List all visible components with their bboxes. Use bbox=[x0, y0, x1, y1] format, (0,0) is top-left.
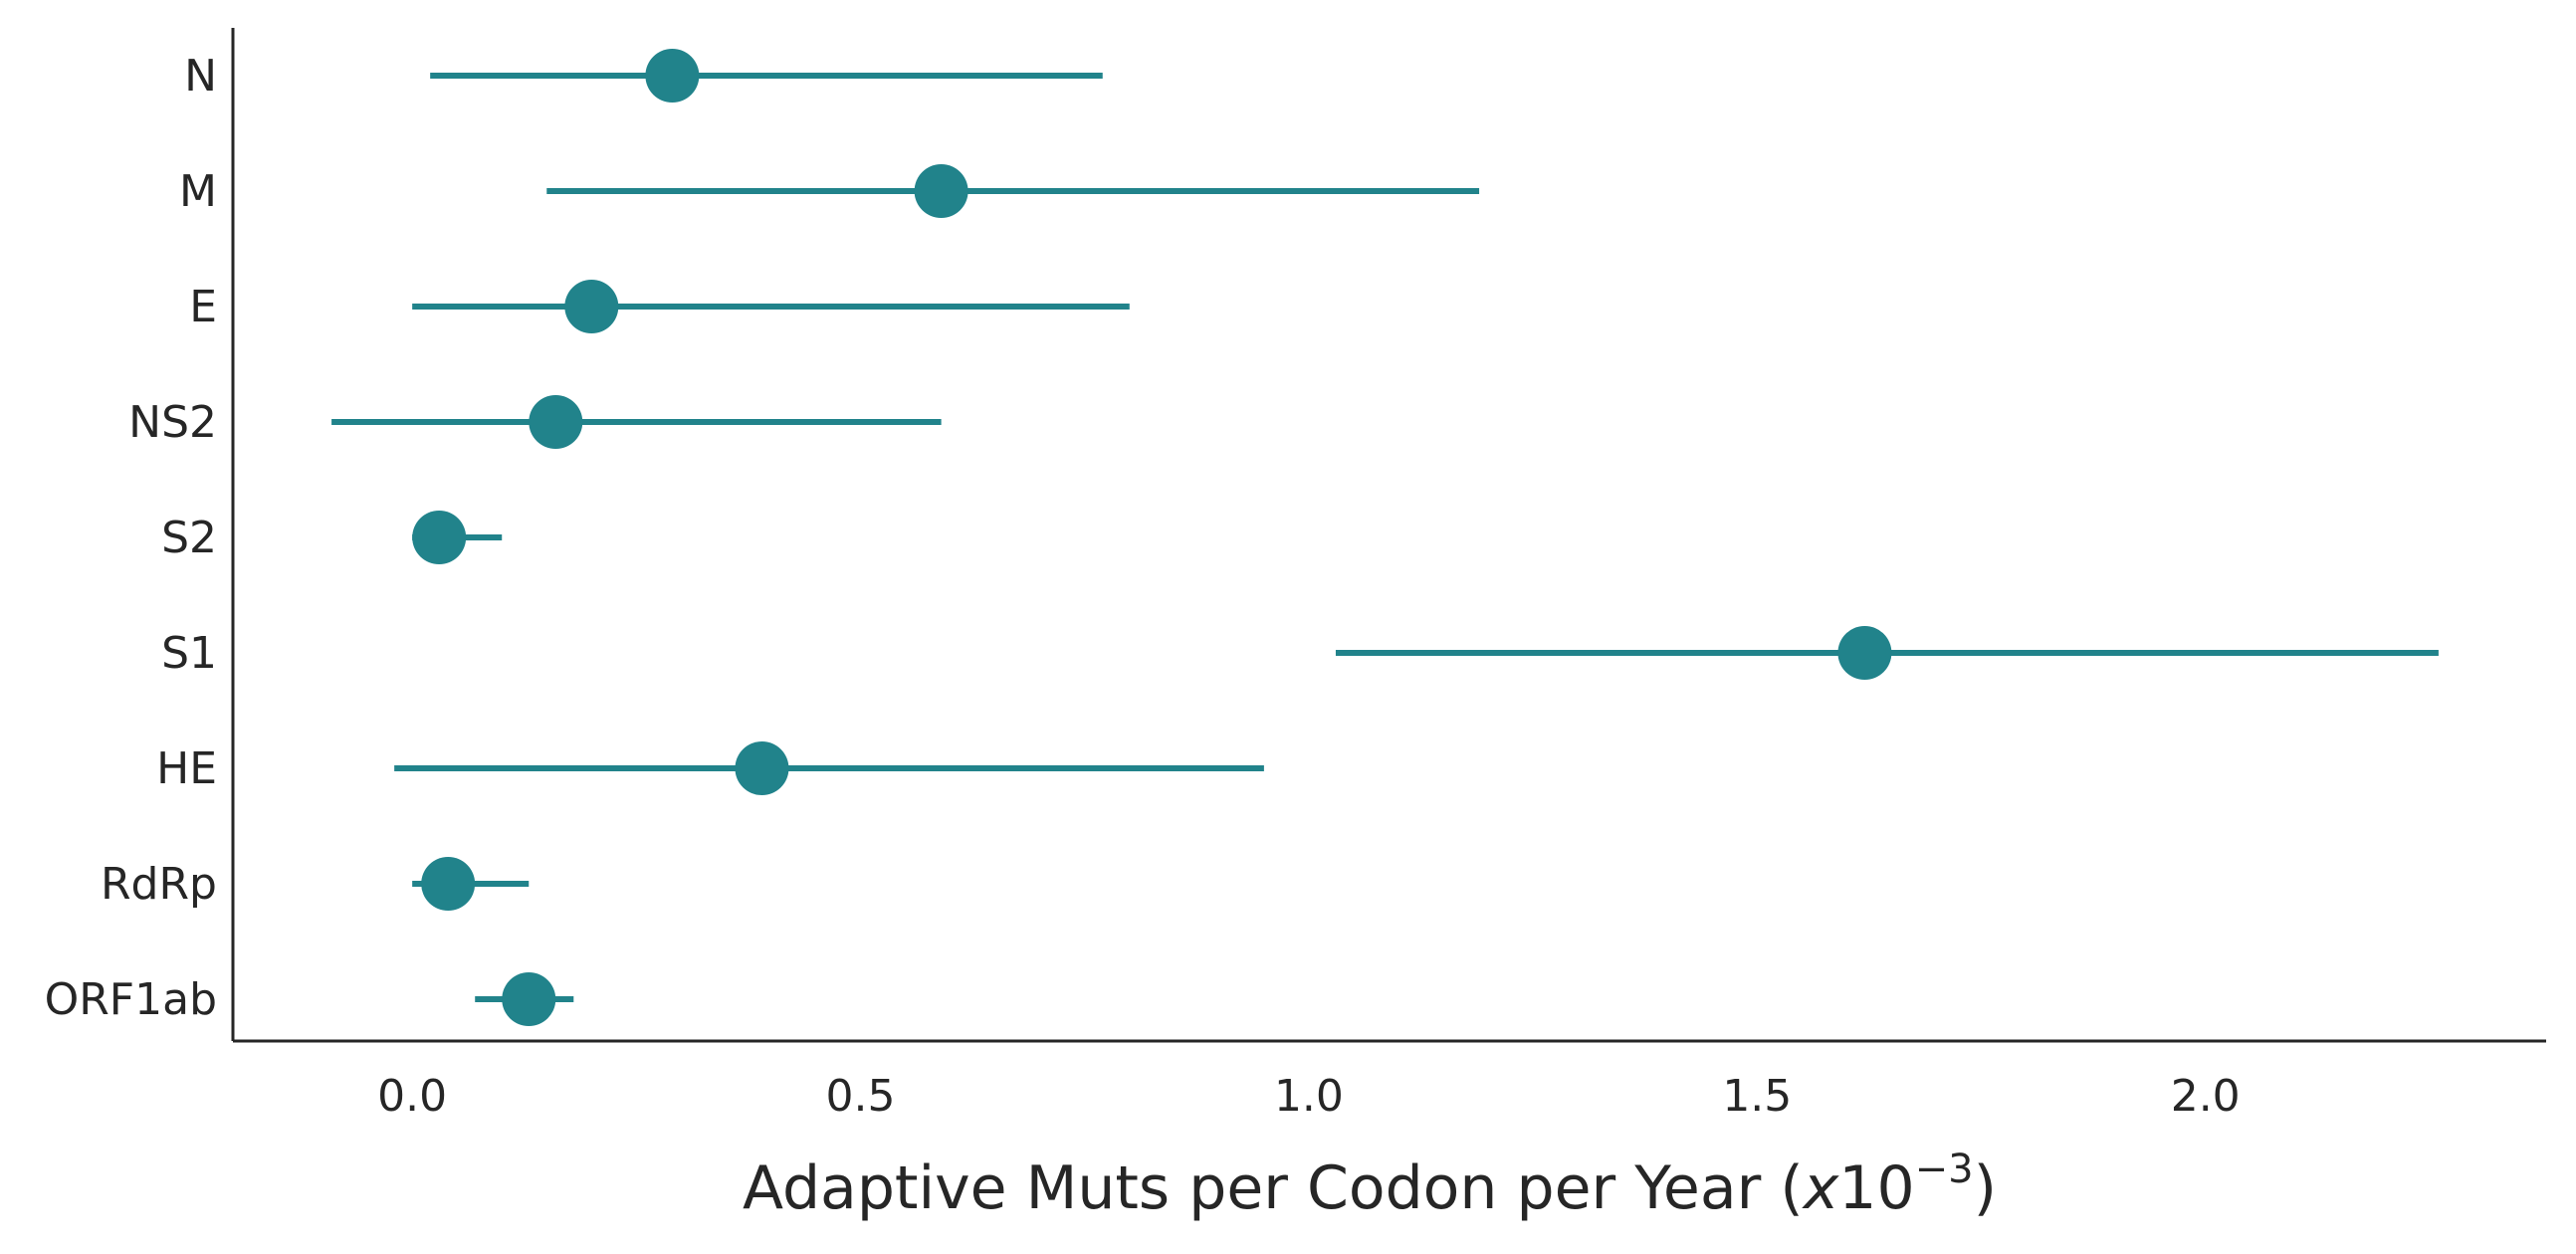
y-tick-labels: N M E NS2 S2 S1 HE RdRp ORF1ab bbox=[45, 51, 217, 1025]
y-tick-label-m: M bbox=[179, 166, 217, 217]
x-tick-labels: 0.0 0.5 1.0 1.5 2.0 bbox=[377, 1071, 2241, 1122]
point-e bbox=[564, 280, 619, 333]
point-s1 bbox=[1837, 626, 1892, 680]
x-axis-label-italic: x bbox=[1802, 1153, 1839, 1223]
y-tick-label-ns2: NS2 bbox=[128, 397, 217, 448]
point-s2 bbox=[412, 511, 467, 564]
x-axis-label-base: 10 bbox=[1838, 1153, 1914, 1223]
point-rdrp bbox=[421, 857, 476, 911]
x-tick-label: 0.0 bbox=[377, 1071, 447, 1122]
point-he bbox=[735, 741, 789, 795]
y-tick-label-e: E bbox=[189, 282, 217, 332]
y-tick-label-rdrp: RdRp bbox=[101, 859, 217, 910]
point-ns2 bbox=[529, 395, 583, 449]
y-tick-label-he: HE bbox=[156, 743, 217, 794]
x-tick-label: 1.0 bbox=[1274, 1071, 1344, 1122]
point-n bbox=[645, 49, 700, 103]
x-axis-label: Adaptive Muts per Codon per Year (x10−3) bbox=[743, 1147, 1997, 1223]
point-orf1ab bbox=[502, 972, 556, 1026]
x-tick-label: 1.5 bbox=[1722, 1071, 1792, 1122]
point-m bbox=[914, 164, 968, 218]
x-axis-label-main: Adaptive Muts per Codon per Year ( bbox=[743, 1153, 1804, 1223]
y-tick-label-n: N bbox=[184, 51, 217, 102]
x-axis-label-exponent: −3 bbox=[1915, 1147, 1974, 1192]
x-axis-label-close: ) bbox=[1974, 1153, 1997, 1223]
y-tick-label-s2: S2 bbox=[161, 513, 217, 563]
x-tick-label: 0.5 bbox=[826, 1071, 896, 1122]
y-tick-label-s1: S1 bbox=[161, 628, 217, 679]
y-tick-label-orf1ab: ORF1ab bbox=[45, 974, 217, 1025]
x-tick-label: 2.0 bbox=[2171, 1071, 2241, 1122]
chart-marks bbox=[331, 49, 2439, 1026]
